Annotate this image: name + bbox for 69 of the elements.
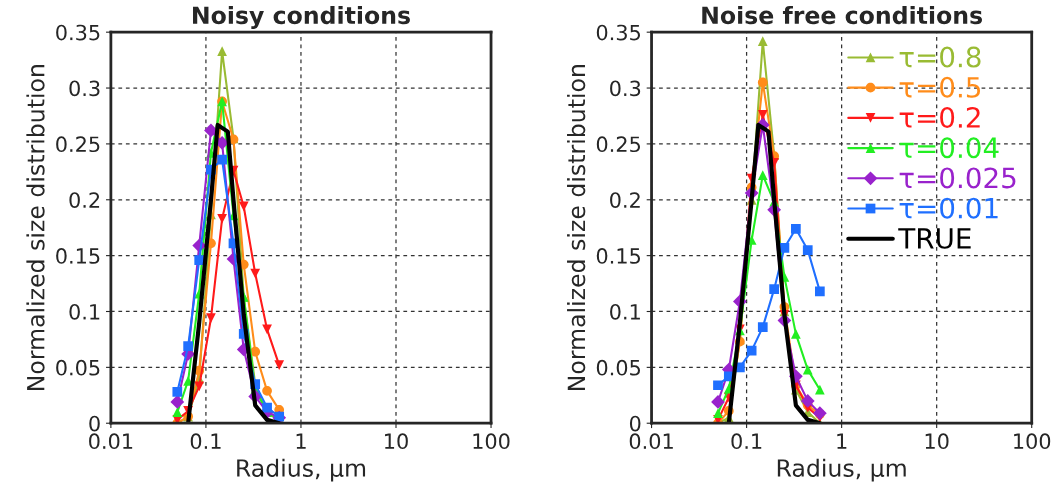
x-axis-title: Radius, μm: [777, 458, 906, 482]
x-tick-label: 0.01: [89, 433, 133, 450]
point: [194, 255, 205, 265]
y-tick-label: 0.15: [596, 248, 641, 264]
x-tick-label: 100: [473, 433, 510, 450]
point: [238, 201, 249, 212]
legend-label: TRUE: [898, 228, 971, 249]
y-tick-label: 0.35: [596, 24, 641, 41]
y-tick-label: 0.3: [69, 80, 100, 97]
y-tick-label: 0.25: [56, 136, 100, 153]
point: [757, 77, 768, 88]
x-axis-title: Radius, μm: [237, 458, 366, 482]
point: [791, 223, 801, 234]
x-tick-label: 1: [296, 433, 306, 449]
point: [713, 380, 723, 391]
point: [757, 36, 768, 46]
legend-label: τ=0.04: [899, 137, 999, 159]
x-tick-label: 0.1: [190, 433, 221, 450]
x-tick-label: 1: [837, 433, 847, 449]
point: [172, 407, 183, 417]
y-axis-title: Normalized size distribution: [567, 65, 586, 390]
x-tick-label: 0.1: [731, 433, 762, 450]
x-tick-label: 10: [925, 433, 949, 450]
chart-title: Noisy conditions: [193, 5, 410, 29]
point: [204, 123, 218, 138]
point: [170, 395, 185, 409]
x-tick-label: 10: [385, 433, 408, 450]
y-tick-label: 0.35: [56, 24, 100, 41]
point: [250, 268, 261, 279]
y-tick-label: 0.2: [69, 192, 100, 208]
point: [172, 387, 183, 397]
point: [791, 328, 801, 339]
legend-label: τ=0.5: [899, 76, 981, 98]
point: [802, 364, 813, 375]
point: [217, 46, 227, 57]
y-tick-label: 0.1: [69, 303, 100, 320]
point: [194, 381, 205, 392]
y-tick-label: 0.15: [56, 248, 100, 264]
y-tick-label: 0.05: [596, 359, 641, 376]
point: [183, 341, 193, 351]
legend-label: τ=0.8: [899, 46, 981, 68]
x-tick-label: 0.01: [629, 433, 673, 450]
point: [217, 213, 227, 224]
y-tick-label: 0.3: [610, 80, 641, 97]
y-tick-label: 0: [629, 415, 641, 432]
y-tick-label: 0.25: [596, 136, 641, 153]
legend-label: τ=0.2: [899, 106, 980, 128]
chart-title: Noise free conditions: [702, 5, 983, 25]
point: [757, 322, 768, 332]
y-tick-label: 0.05: [56, 359, 100, 376]
point: [217, 154, 227, 165]
legend-label: τ=0.01: [899, 197, 998, 219]
point: [262, 402, 272, 413]
point: [800, 394, 815, 408]
y-axis-title: Normalized size distribution: [26, 65, 45, 390]
point: [802, 245, 813, 255]
legend-label: τ=0.025: [899, 167, 1016, 189]
point: [757, 170, 768, 181]
point: [814, 384, 825, 395]
point: [206, 313, 216, 324]
x-tick-label: 100: [1014, 433, 1051, 450]
y-tick-label: 0: [89, 415, 100, 432]
y-tick-label: 0.1: [610, 303, 640, 320]
point: [769, 284, 780, 295]
point: [262, 385, 272, 396]
y-tick-label: 0.2: [610, 192, 640, 208]
point: [274, 360, 285, 370]
point: [713, 408, 723, 419]
point: [814, 286, 825, 297]
